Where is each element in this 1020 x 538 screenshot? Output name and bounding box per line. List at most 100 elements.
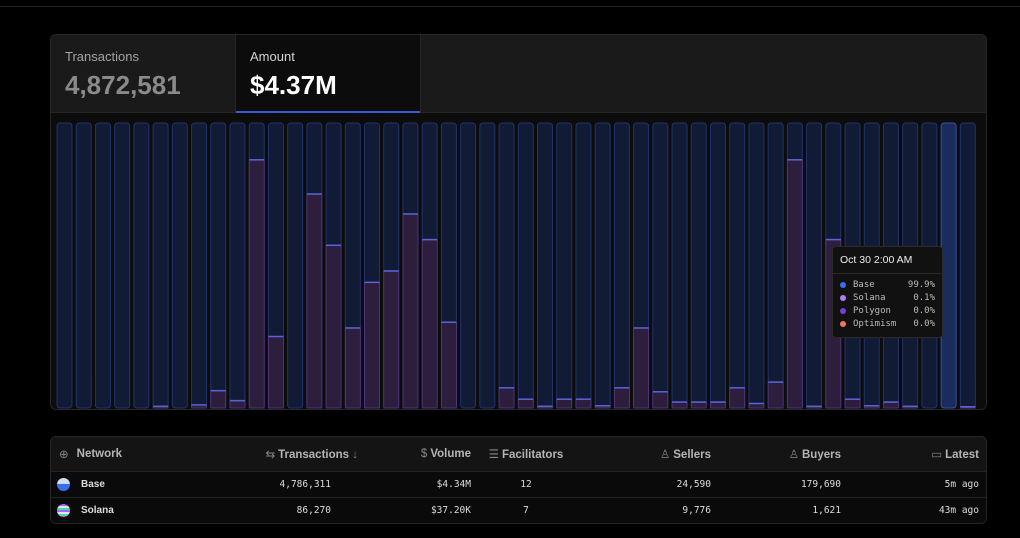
bar-base[interactable] bbox=[229, 122, 246, 409]
bar-solana[interactable] bbox=[883, 401, 899, 409]
bar-solana[interactable] bbox=[229, 400, 246, 409]
column-buyers[interactable]: ♙ Buyers bbox=[788, 449, 841, 461]
bar-solana[interactable] bbox=[786, 159, 803, 409]
bar-boundary bbox=[845, 398, 861, 400]
tab-transactions[interactable]: Transactions 4,872,581 bbox=[51, 35, 236, 112]
bar-base[interactable] bbox=[152, 122, 169, 409]
bar-solana[interactable] bbox=[844, 399, 861, 409]
bar-boundary bbox=[537, 405, 553, 408]
bar-boundary bbox=[652, 391, 668, 393]
table-row[interactable]: Solana 86,270 $37.20K 7 9,776 1,621 43m … bbox=[51, 497, 986, 523]
dollar-icon: $ bbox=[420, 448, 428, 460]
bar-base[interactable] bbox=[537, 122, 553, 409]
series-name: Base bbox=[853, 279, 875, 290]
bar-boundary bbox=[864, 405, 880, 407]
bar-solana[interactable] bbox=[633, 327, 649, 409]
bar-boundary bbox=[825, 238, 841, 241]
bar-base[interactable] bbox=[767, 122, 784, 409]
tab-amount[interactable]: Amount $4.37M bbox=[236, 35, 421, 113]
bar-boundary bbox=[960, 406, 976, 408]
bar-base[interactable] bbox=[940, 122, 957, 409]
bar-base[interactable] bbox=[613, 122, 630, 409]
bar-solana[interactable] bbox=[556, 399, 573, 409]
bar-solana[interactable] bbox=[306, 193, 323, 409]
bar-base[interactable] bbox=[575, 122, 592, 409]
column-transactions[interactable]: ⇆ Transactions ↓ bbox=[265, 449, 358, 461]
bar-base[interactable] bbox=[191, 122, 208, 409]
bar-boundary bbox=[672, 401, 688, 403]
sort-down-icon: ↓ bbox=[349, 449, 358, 461]
bar-solana[interactable] bbox=[268, 336, 284, 409]
bar-solana[interactable] bbox=[325, 245, 342, 409]
bar-solana[interactable] bbox=[671, 401, 688, 409]
user-icon: ♙ bbox=[659, 449, 671, 461]
bar-base[interactable] bbox=[690, 122, 707, 409]
bar-base[interactable] bbox=[517, 122, 534, 409]
bar-base[interactable] bbox=[114, 122, 131, 409]
bar-boundary bbox=[345, 327, 361, 329]
latest-cell: 5m ago bbox=[944, 479, 979, 490]
bar-boundary bbox=[556, 398, 572, 400]
column-sellers[interactable]: ♙ Sellers bbox=[659, 449, 711, 461]
bar-base[interactable] bbox=[75, 122, 92, 409]
bar-base[interactable] bbox=[498, 122, 515, 409]
facilitators-cell: 7 bbox=[523, 505, 529, 516]
bar-solana[interactable] bbox=[613, 387, 630, 409]
series-name: Optimism bbox=[853, 318, 897, 329]
bar-solana[interactable] bbox=[690, 401, 707, 409]
bar-boundary bbox=[326, 244, 342, 247]
bar-solana[interactable] bbox=[652, 391, 669, 409]
bar-solana[interactable] bbox=[344, 327, 361, 409]
bar-base[interactable] bbox=[556, 122, 573, 409]
bar-solana[interactable] bbox=[440, 322, 457, 409]
bar-base[interactable] bbox=[479, 122, 496, 409]
bar-base[interactable] bbox=[210, 122, 227, 409]
bar-boundary bbox=[614, 387, 630, 389]
bar-solana[interactable] bbox=[383, 270, 400, 409]
column-network[interactable]: ⊕ Network bbox=[59, 448, 123, 461]
bar-base[interactable] bbox=[133, 122, 150, 409]
bar-base[interactable] bbox=[56, 122, 73, 409]
bar-solana[interactable] bbox=[575, 399, 592, 409]
bar-base[interactable] bbox=[806, 122, 823, 409]
bar-base[interactable] bbox=[94, 122, 111, 409]
bar-solana[interactable] bbox=[517, 399, 534, 409]
legend-dot bbox=[840, 320, 846, 327]
transactions-cell: 86,270 bbox=[296, 505, 331, 516]
bar-solana[interactable] bbox=[767, 381, 784, 409]
bar-boundary bbox=[787, 159, 803, 161]
column-facilitators[interactable]: ☰ Facilitators bbox=[488, 449, 564, 461]
bar-solana[interactable] bbox=[248, 159, 265, 409]
bar-base[interactable] bbox=[594, 122, 611, 409]
bar-boundary bbox=[710, 401, 726, 403]
base-logo-icon bbox=[57, 478, 70, 491]
bar-boundary bbox=[729, 387, 745, 389]
bar-solana[interactable] bbox=[748, 403, 765, 409]
bar-boundary bbox=[383, 270, 399, 272]
table-row[interactable]: Base 4,786,311 $4.34M 12 24,590 179,690 … bbox=[51, 471, 986, 497]
column-volume[interactable]: $ Volume bbox=[420, 448, 471, 460]
bar-solana[interactable] bbox=[729, 387, 746, 409]
bar-solana[interactable] bbox=[710, 401, 726, 409]
divider bbox=[0, 6, 1020, 7]
bar-base[interactable] bbox=[287, 122, 304, 409]
bar-base[interactable] bbox=[652, 122, 669, 409]
arrows-swap-icon: ⇆ bbox=[265, 449, 276, 461]
bar-solana[interactable] bbox=[364, 282, 380, 409]
bar-base[interactable] bbox=[171, 122, 188, 409]
bar-base[interactable] bbox=[709, 122, 726, 409]
bar-solana[interactable] bbox=[402, 213, 419, 409]
stacked-bar-chart[interactable] bbox=[51, 114, 987, 410]
bar-base[interactable] bbox=[729, 122, 746, 409]
bar-solana[interactable] bbox=[498, 387, 515, 409]
bar-boundary bbox=[422, 238, 438, 241]
column-latest[interactable]: ▭ Latest bbox=[931, 449, 979, 461]
bar-base[interactable] bbox=[959, 122, 976, 409]
bar-base[interactable] bbox=[671, 122, 688, 409]
series-value: 99.9% bbox=[907, 279, 935, 290]
bar-base[interactable] bbox=[460, 122, 477, 409]
sellers-cell: 24,590 bbox=[676, 479, 711, 490]
bar-solana[interactable] bbox=[421, 239, 438, 409]
bar-base[interactable] bbox=[748, 122, 765, 409]
bar-solana[interactable] bbox=[210, 390, 227, 409]
